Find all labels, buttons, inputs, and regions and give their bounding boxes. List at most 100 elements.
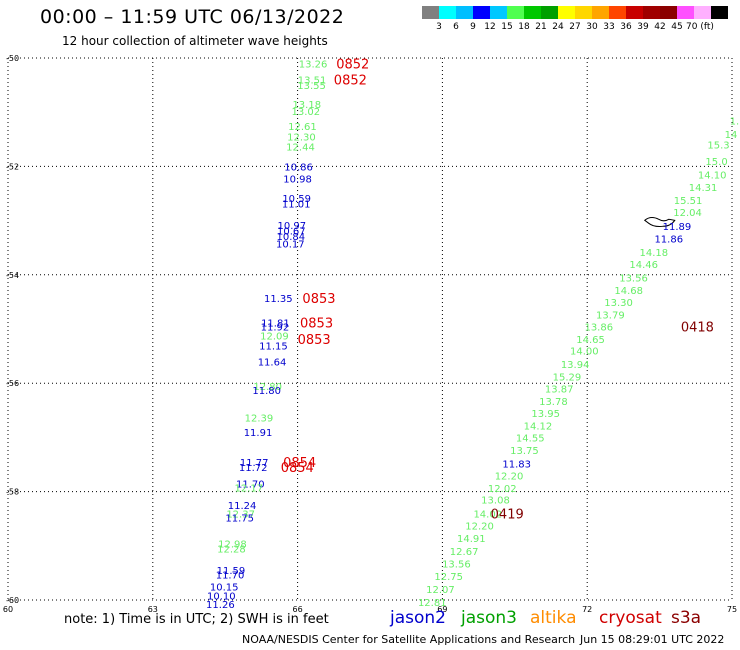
wave-height-value: 13.18 bbox=[292, 100, 321, 111]
wave-height-value: 11.26 bbox=[206, 600, 235, 611]
wave-height-value: 12.67 bbox=[450, 547, 479, 558]
x-tick-label: 63 bbox=[148, 605, 158, 614]
wave-height-value: 12.17 bbox=[235, 483, 264, 494]
legend-swatch bbox=[575, 6, 592, 19]
wave-height-value: 10.98 bbox=[283, 174, 312, 185]
wave-height-value: 14 bbox=[725, 130, 738, 141]
wave-height-value: 14.46 bbox=[629, 260, 658, 271]
legend-swatch bbox=[711, 6, 728, 19]
satellite-jason2: jason2 bbox=[390, 608, 446, 628]
legend-label: 18 bbox=[518, 22, 530, 32]
x-tick-label: 69 bbox=[437, 605, 447, 614]
wave-height-value: 10.10 bbox=[207, 592, 236, 603]
wave-height-value: 12.04 bbox=[673, 208, 702, 219]
chart-title: 00:00 – 11:59 UTC 06/13/2022 bbox=[40, 6, 345, 28]
wave-height-value: 11.35 bbox=[264, 294, 293, 305]
legend-label: 36 bbox=[620, 22, 632, 32]
credit-line: NOAA/NESDIS Center for Satellite Applica… bbox=[242, 633, 576, 646]
wave-height-value: 12.09 bbox=[260, 332, 289, 343]
legend-swatch bbox=[677, 6, 694, 19]
legend-swatch bbox=[592, 6, 609, 19]
legend-label: 3 bbox=[436, 22, 442, 32]
wave-height-value: 12.07 bbox=[426, 585, 455, 596]
y-tick-label: -58 bbox=[6, 488, 19, 497]
wave-height-value: 10.84 bbox=[277, 232, 306, 243]
wave-height-value: 11.92 bbox=[261, 322, 290, 333]
wave-height-value: 14.55 bbox=[516, 433, 545, 444]
wave-height-value: 14.00 bbox=[570, 347, 599, 358]
wave-height-value: 11.77 bbox=[240, 458, 269, 469]
wave-height-value: 12.02 bbox=[488, 484, 517, 495]
pass-time-label: 0418 bbox=[681, 320, 714, 335]
wave-height-value: 13.30 bbox=[604, 298, 633, 309]
wave-height-value: 14.18 bbox=[639, 248, 668, 259]
wave-height-value: 14.31 bbox=[689, 183, 718, 194]
wave-height-value: 10.15 bbox=[210, 582, 239, 593]
wave-height-value: 13.55 bbox=[297, 81, 326, 92]
x-tick-label: 66 bbox=[293, 605, 303, 614]
satellite-cryosat: cryosat bbox=[599, 608, 662, 628]
legend-label: 24 bbox=[552, 22, 564, 32]
legend-label: 21 bbox=[535, 22, 547, 32]
wave-height-value: 13.26 bbox=[299, 59, 328, 70]
y-tick-label: -54 bbox=[6, 271, 19, 280]
legend-swatch bbox=[490, 6, 507, 19]
legend-label: 33 bbox=[603, 22, 615, 32]
wave-height-value: 12.75 bbox=[434, 572, 463, 583]
wave-height-value: 15.0 bbox=[705, 157, 727, 168]
legend-label: 30 bbox=[586, 22, 598, 32]
wave-height-value: 11.80 bbox=[252, 386, 281, 397]
legend-label: 27 bbox=[569, 22, 581, 32]
wave-height-value: 12.28 bbox=[217, 545, 246, 556]
pass-time-label: 0419 bbox=[491, 507, 524, 522]
satellite-jason3: jason3 bbox=[461, 608, 517, 628]
legend-swatch bbox=[473, 6, 490, 19]
wave-height-value: 13.56 bbox=[442, 560, 471, 571]
legend-label: 12 bbox=[484, 22, 496, 32]
legend-label: 45 bbox=[671, 22, 683, 32]
wave-height-value: 11.01 bbox=[282, 199, 311, 210]
wave-height-value: 13.87 bbox=[545, 385, 574, 396]
wave-height-value: 12.37 bbox=[226, 509, 255, 520]
wave-height-value: 13.56 bbox=[619, 274, 648, 285]
legend-swatch bbox=[609, 6, 626, 19]
x-tick-label: 75 bbox=[727, 605, 737, 614]
legend-swatch bbox=[694, 6, 711, 19]
legend-label: 39 bbox=[637, 22, 649, 32]
wave-height-value: 13.02 bbox=[291, 107, 320, 118]
y-tick-label: -56 bbox=[6, 379, 19, 388]
wave-height-value: 12.44 bbox=[286, 142, 315, 153]
wave-height-value: 15.3 bbox=[707, 141, 729, 152]
wave-height-value: 10.59 bbox=[282, 194, 311, 205]
wave-height-value: 13.75 bbox=[510, 446, 539, 457]
legend-swatch bbox=[643, 6, 660, 19]
legend-label: 6 bbox=[453, 22, 459, 32]
wave-height-value: 12.39 bbox=[245, 413, 274, 424]
legend-swatch bbox=[558, 6, 575, 19]
wave-height-value: 11.86 bbox=[654, 234, 683, 245]
legend-label: 15 bbox=[501, 22, 513, 32]
wave-height-value: 10.17 bbox=[276, 239, 305, 250]
wave-height-value: 12.20 bbox=[495, 471, 524, 482]
legend-swatch bbox=[524, 6, 541, 19]
wave-height-value: 14.65 bbox=[576, 335, 605, 346]
chart-subtitle: 12 hour collection of altimeter wave hei… bbox=[62, 34, 328, 48]
wave-height-value: 1. bbox=[730, 116, 740, 127]
pass-time-label: 0853 bbox=[300, 316, 333, 331]
wave-height-value: 13.95 bbox=[531, 409, 560, 420]
wave-height-value: 14.68 bbox=[614, 286, 643, 297]
generation-date: Jun 15 08:29:01 UTC 2022 bbox=[580, 633, 725, 646]
wave-height-value: 13.08 bbox=[481, 496, 510, 507]
pass-time-label: 0854 bbox=[283, 456, 316, 471]
legend-label: 42 bbox=[654, 22, 666, 32]
pass-time-label: 0852 bbox=[334, 74, 367, 89]
wave-height-value: 14.12 bbox=[524, 421, 553, 432]
wave-height-value: 11.72 bbox=[239, 463, 268, 474]
legend-swatch bbox=[541, 6, 558, 19]
wave-height-value: 11.75 bbox=[225, 514, 254, 525]
legend-swatch bbox=[439, 6, 456, 19]
wave-height-value: 11.70 bbox=[236, 479, 265, 490]
pass-time-label: 0852 bbox=[336, 57, 369, 72]
legend-swatch bbox=[422, 6, 439, 19]
